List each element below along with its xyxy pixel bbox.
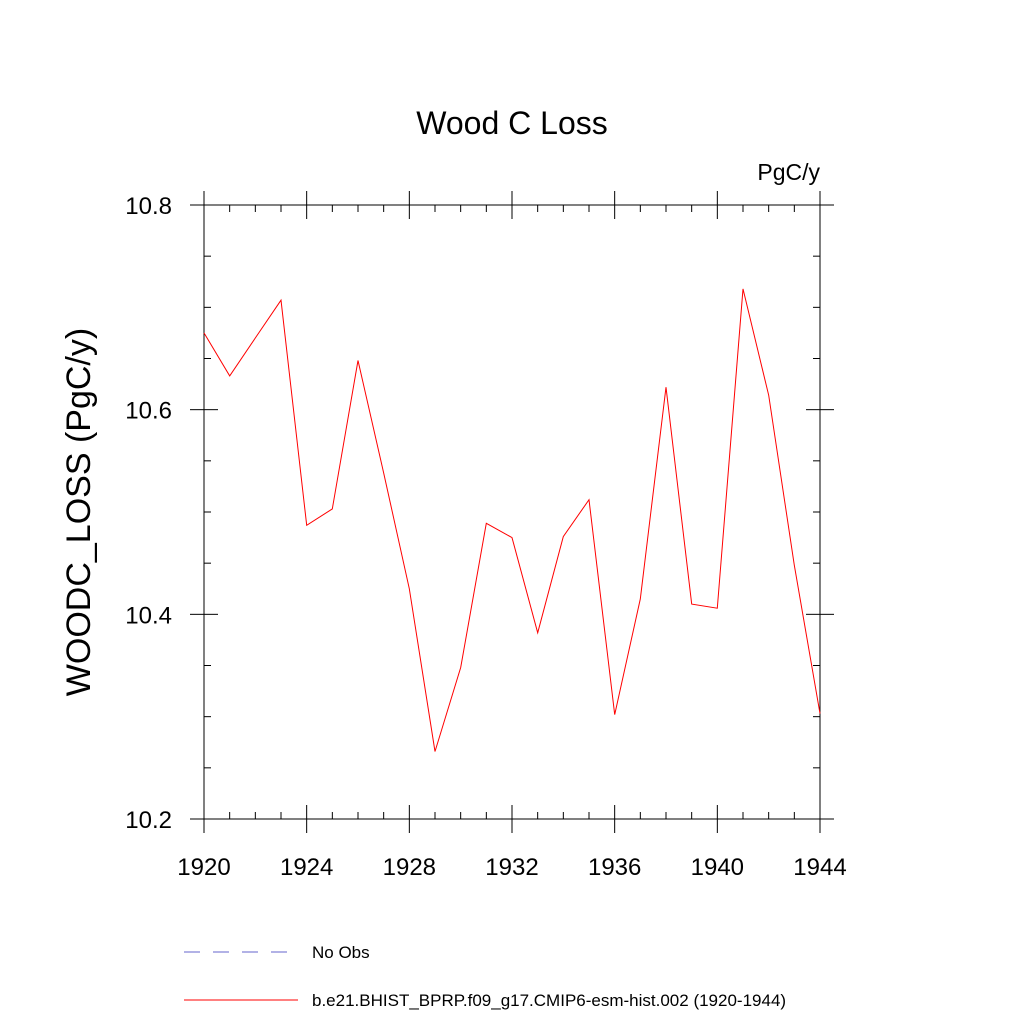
legend: No Obs b.e21.BHIST_BPRP.f09_g17.CMIP6-esm… xyxy=(184,943,786,1010)
y-axis-label: WOODC_LOSS (PgC/y) xyxy=(60,328,98,696)
legend-label: b.e21.BHIST_BPRP.f09_g17.CMIP6-esm-hist.… xyxy=(312,991,786,1010)
y-tick-label: 10.4 xyxy=(125,602,172,629)
x-tick-label: 1928 xyxy=(383,854,436,881)
y-tick-label: 10.6 xyxy=(125,398,172,425)
series-line xyxy=(203,288,821,752)
x-tick-label: 1924 xyxy=(280,854,333,881)
x-tick-label: 1920 xyxy=(177,854,230,881)
units-label: PgC/y xyxy=(757,159,820,185)
plot-border xyxy=(203,204,821,820)
x-tick-label: 1940 xyxy=(691,854,744,881)
x-tick-label: 1936 xyxy=(588,854,641,881)
x-tick-label: 1932 xyxy=(485,854,538,881)
y-axis-ticks: 10.2 10.4 10.6 10.8 xyxy=(125,193,834,834)
minor-ticks xyxy=(204,205,820,819)
y-tick-label: 10.8 xyxy=(125,193,172,220)
series-layer xyxy=(203,288,821,752)
x-axis-ticks: 1920 1924 1928 1932 1936 1940 1944 xyxy=(177,191,847,881)
plot-frame xyxy=(203,204,821,820)
chart-title: Wood C Loss xyxy=(416,105,608,141)
legend-label: No Obs xyxy=(312,943,370,962)
x-tick-label: 1944 xyxy=(793,854,846,881)
y-tick-label: 10.2 xyxy=(125,807,172,834)
